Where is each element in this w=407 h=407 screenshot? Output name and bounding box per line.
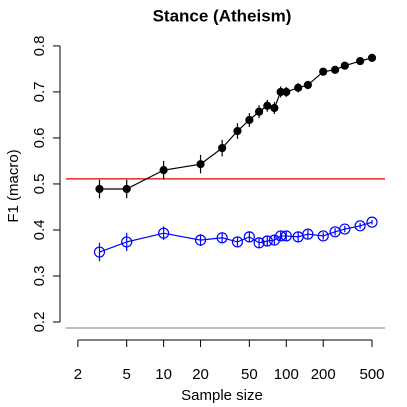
data-point [95, 184, 104, 194]
x-tick-label: 50 [241, 366, 258, 383]
y-tick-label: 0.8 [31, 35, 48, 56]
chart-title: Stance (Atheism) [153, 6, 292, 25]
data-point [93, 246, 106, 258]
data-point [254, 107, 264, 116]
x-tick-label: 500 [360, 366, 385, 383]
x-tick-label: 20 [192, 366, 209, 383]
data-point [243, 231, 255, 243]
series-line [99, 57, 373, 190]
data-point [280, 230, 292, 242]
data-point [159, 166, 168, 175]
y-tick-label: 0.5 [31, 174, 48, 195]
x-tick-label: 200 [311, 366, 336, 383]
x-tick-label: 100 [274, 366, 299, 383]
y-axis-label: F1 (macro) [5, 149, 22, 222]
data-point [233, 126, 242, 136]
y-tick-label: 0.6 [31, 128, 48, 149]
x-tick-label: 10 [155, 366, 172, 383]
y-tick-label: 0.3 [31, 266, 48, 287]
data-point [218, 143, 227, 153]
data-point [122, 184, 131, 194]
data-point [121, 236, 133, 248]
data-point [317, 230, 329, 242]
data-point [294, 83, 303, 92]
data-point [194, 234, 207, 246]
data-point [270, 103, 279, 113]
y-tick-label: 0.7 [31, 81, 48, 102]
data-point [275, 230, 287, 242]
data-point [340, 61, 349, 70]
data-point [339, 223, 351, 235]
y-tick-label: 0.4 [31, 220, 48, 241]
y-tick-label: 0.2 [31, 312, 48, 333]
data-point [356, 56, 365, 66]
data-point [302, 228, 314, 240]
data-point [367, 53, 377, 62]
x-axis-label: Sample size [181, 387, 263, 404]
data-point [158, 227, 170, 239]
data-point [319, 67, 328, 76]
x-tick-label: 2 [74, 366, 82, 383]
data-point [303, 80, 312, 90]
data-point [263, 101, 272, 110]
x-tick-label: 5 [123, 366, 131, 383]
data-point [216, 232, 228, 244]
data-point [354, 220, 366, 232]
data-point [261, 235, 273, 247]
data-point [253, 237, 265, 249]
data-point [330, 65, 340, 74]
data-point [282, 87, 291, 97]
data-point [268, 234, 280, 246]
data-point [245, 115, 254, 125]
data-point [196, 160, 205, 169]
data-point [231, 236, 244, 248]
data-point [366, 216, 378, 228]
